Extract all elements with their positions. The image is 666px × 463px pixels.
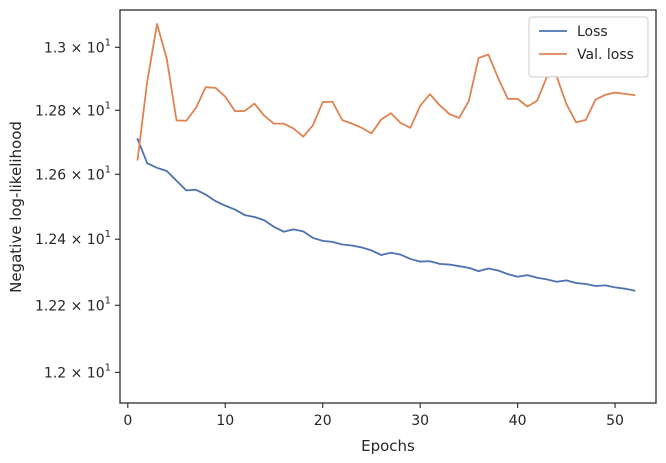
y-axis-label: Negative log-likelihood	[7, 121, 25, 293]
x-tick-label: 40	[509, 413, 527, 429]
y-axis: 1.2 × 101 1.22 × 101 1.24 × 101 1.26 × 101 1…	[35, 37, 120, 381]
y-tick-label: 1.3 × 101	[44, 37, 111, 56]
x-tick-label: 20	[314, 413, 332, 429]
legend: Loss Val. loss	[528, 16, 649, 78]
y-tick-label: 1.24 × 101	[35, 229, 111, 248]
y-tick-label: 1.26 × 101	[35, 164, 111, 183]
legend-label: Loss	[577, 24, 608, 40]
legend-label: Val. loss	[577, 47, 634, 63]
x-tick-label: 30	[411, 413, 429, 429]
x-axis: 0 10 20 30 40 50	[123, 403, 624, 429]
x-tick-label: 10	[216, 413, 234, 429]
y-tick-label: 1.28 × 101	[35, 100, 111, 119]
series-line-loss	[136, 138, 636, 292]
y-tick-label: 1.22 × 101	[35, 295, 111, 314]
legend-box	[528, 16, 649, 78]
x-axis-label: Epochs	[361, 437, 415, 455]
y-tick-label: 1.2 × 101	[44, 362, 111, 381]
plot-frame	[119, 9, 657, 404]
x-tick-label: 0	[123, 413, 132, 429]
x-tick-label: 50	[606, 413, 624, 429]
